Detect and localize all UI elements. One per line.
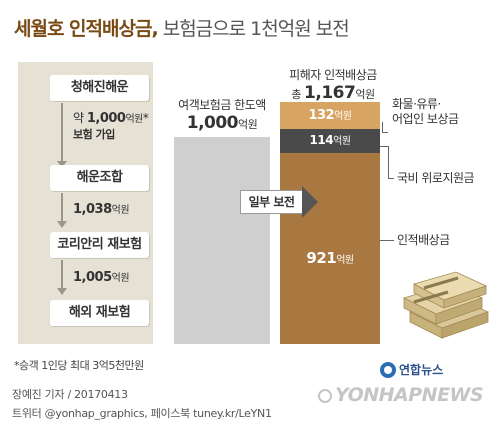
yonhap-logo-text: 연합뉴스	[399, 363, 444, 377]
flow-arrow-3	[57, 260, 67, 295]
leader-3	[380, 240, 394, 241]
segment-2-value-label: 114억원	[280, 129, 380, 154]
arrow-head-icon	[302, 186, 318, 218]
segment-2-value: 114	[309, 133, 334, 148]
segment-1-value: 132	[308, 107, 335, 123]
flow-note-1-mark: *	[142, 111, 149, 125]
page-title: 세월호 인적배상금, 보험금으로 1천억원 보전	[14, 14, 350, 41]
bar-1-unit: 억원	[238, 118, 258, 131]
flow-step-haeun-johap: 해운조합	[50, 165, 149, 191]
legend-personal-compensation: 인적배상금	[397, 233, 450, 247]
flow-step-cheonghaejin: 청해진해운	[50, 75, 149, 101]
flow-step-korean-re: 코리안리 재보험	[50, 232, 149, 258]
leader-1-v	[382, 122, 383, 132]
bar-segment-gov-support: 114억원	[280, 129, 380, 153]
bar-segment-cargo-fishery: 132억원	[280, 101, 380, 130]
title-main: 세월호 인적배상금	[14, 18, 152, 40]
flow-note-1-prefix: 약	[73, 111, 87, 125]
flow-note-3-unit: 억원	[111, 273, 130, 284]
flow-note-1-line2: 보험 가입	[73, 128, 115, 141]
leader-1-h	[382, 132, 388, 133]
legend-gov-support: 국비 위로지원금	[397, 171, 475, 185]
yonhap-logo: 연합뉴스	[380, 359, 443, 379]
insurance-flow-panel: 청해진해운 약 1,000억원* 보험 가입 해운조합 1,038억원 코리안리…	[18, 62, 153, 344]
flow-note-1-value: 1,000	[86, 111, 126, 126]
leader-2-h	[388, 178, 394, 179]
footnote: *승객 1인당 최대 3억5천만원	[14, 359, 144, 372]
flow-arrow-1	[57, 103, 67, 168]
bar-2-header: 피해자 인적배상금 총 1,167억원	[268, 66, 398, 103]
watermark: YONHAPNEWS	[318, 384, 484, 406]
segment-1-value-label: 132억원	[280, 102, 380, 130]
bar-2-total: 1,167	[304, 83, 356, 103]
flow-note-3: 1,005억원	[73, 269, 130, 285]
bar-2-prefix: 총	[291, 88, 305, 101]
flow-arrow-2	[57, 193, 67, 228]
bar-2-label: 피해자 인적배상금	[289, 68, 377, 82]
flow-note-1-unit: 억원	[125, 114, 143, 125]
segment-2-unit: 억원	[333, 136, 351, 148]
bar-1-total: 1,000	[186, 113, 239, 133]
leader-2-a	[380, 146, 388, 147]
money-stack-icon	[402, 271, 490, 339]
flow-note-1: 약 1,000억원* 보험 가입	[73, 109, 149, 142]
partial-offset-label: 일부 보전	[240, 190, 302, 214]
bar-2-unit: 억원	[355, 88, 375, 101]
flow-step-overseas-re: 해외 재보험	[50, 300, 149, 326]
bar-1-label: 여객보험금 한도액	[178, 98, 266, 112]
legend-cargo-fishery: 화물·유류· 어업인 보상금	[392, 97, 459, 126]
title-subtitle: 보험금으로 1천억원 보전	[157, 18, 350, 40]
yonhap-logo-icon	[380, 361, 396, 378]
segment-3-value-label: 921억원	[280, 249, 380, 267]
title-separator: ,	[151, 18, 158, 40]
bar-insurance-limit	[174, 136, 270, 344]
credit-social: 트위터 @yonhap_graphics, 페이스북 tuney.kr/LeYN…	[12, 407, 272, 420]
segment-3-unit: 억원	[336, 254, 354, 266]
bar-segment-personal-compensation: 921억원	[280, 152, 380, 344]
flow-note-3-value: 1,005	[73, 270, 112, 285]
segment-3-value: 921	[306, 248, 337, 267]
flow-note-2-unit: 억원	[111, 205, 130, 216]
flow-note-2: 1,038억원	[73, 201, 130, 217]
bar-1-header: 여객보험금 한도액 1,000억원	[172, 96, 272, 133]
segment-1-unit: 억원	[334, 110, 352, 122]
flow-note-2-value: 1,038	[73, 202, 112, 217]
watermark-globe-icon	[318, 388, 332, 403]
watermark-text: YONHAPNEWS	[335, 384, 484, 406]
leader-2-v	[388, 146, 389, 178]
credit-author-date: 장예진 기자 / 20170413	[12, 388, 128, 401]
